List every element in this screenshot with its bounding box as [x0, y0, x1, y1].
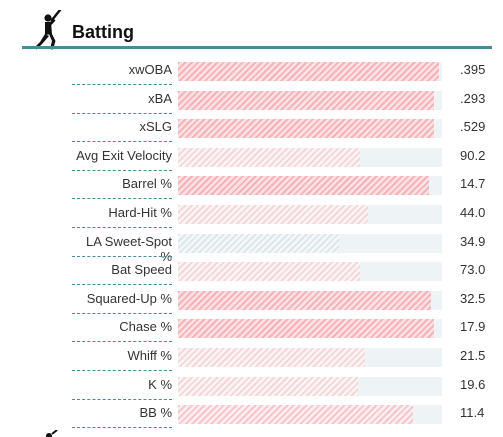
percentile-bar — [178, 290, 431, 310]
stat-label: Bat Speed — [111, 262, 172, 278]
stat-row: Bat Speed 73.0 — [72, 257, 492, 286]
section-title: Batting — [72, 22, 134, 42]
row-divider — [72, 112, 172, 114]
stat-row: LA Sweet-Spot % 34.9 — [72, 229, 492, 264]
percentile-track — [178, 376, 442, 396]
stat-label: K % — [148, 376, 172, 392]
batter-icon — [34, 10, 62, 50]
batter-icon-partial — [46, 430, 58, 437]
stat-value: 34.9 — [460, 233, 486, 249]
row-divider — [72, 284, 172, 286]
percentile-track — [178, 147, 442, 167]
percentile-bar — [178, 176, 429, 196]
row-divider — [72, 198, 172, 200]
percentile-bar — [178, 233, 339, 253]
percentile-bar — [178, 376, 358, 396]
stat-row: xwOBA .395 — [72, 57, 492, 86]
percentile-track — [178, 204, 442, 224]
percentile-track — [178, 90, 442, 110]
row-divider — [72, 341, 172, 343]
percentile-bar — [178, 204, 368, 224]
stat-value: 21.5 — [460, 347, 486, 363]
stat-row: Barrel % 14.7 — [72, 171, 492, 200]
stat-value: 90.2 — [460, 147, 486, 163]
percentile-track — [178, 62, 442, 81]
row-divider — [72, 141, 172, 143]
percentile-track — [178, 405, 442, 425]
row-divider — [72, 427, 172, 429]
stat-row: xBA .293 — [72, 86, 492, 115]
section-header: Batting — [22, 10, 492, 50]
stat-row: K % 19.6 — [72, 372, 492, 401]
stat-row: Whiff % 21.5 — [72, 343, 492, 372]
stat-row: BB % 11.4 — [72, 400, 492, 429]
percentile-bar — [178, 262, 360, 282]
row-divider — [72, 312, 172, 314]
section-divider — [22, 46, 492, 49]
stat-rows: xwOBA .395 xBA .293 xSLG .529 Avg Exit Velocit… — [72, 57, 492, 429]
stat-value: 44.0 — [460, 204, 486, 220]
percentile-track — [178, 319, 442, 339]
stat-label: Avg Exit Velocity — [76, 147, 172, 163]
percentile-bar — [178, 147, 360, 167]
stat-row: xSLG .529 — [72, 114, 492, 143]
percentile-bar — [178, 62, 439, 81]
stat-label: Hard-Hit % — [108, 204, 172, 220]
percentile-track — [178, 347, 442, 367]
stat-label: BB % — [139, 405, 172, 421]
stat-label: Barrel % — [122, 176, 172, 192]
stat-value: 32.5 — [460, 290, 486, 306]
percentile-bar — [178, 119, 434, 139]
percentile-bar — [178, 90, 434, 110]
stat-value: 19.6 — [460, 376, 486, 392]
percentile-track — [178, 119, 442, 139]
row-divider — [72, 84, 172, 85]
stat-row: Squared-Up % 32.5 — [72, 286, 492, 315]
stat-label: Whiff % — [127, 347, 172, 363]
stat-row: Hard-Hit % 44.0 — [72, 200, 492, 229]
percentile-bar — [178, 347, 365, 367]
stat-label: xwOBA — [128, 62, 172, 77]
stat-label: xSLG — [139, 119, 172, 135]
row-divider — [72, 169, 172, 171]
percentile-bar — [178, 319, 434, 339]
stat-label: Squared-Up % — [86, 290, 172, 306]
row-divider — [72, 226, 172, 228]
stat-value: 17.9 — [460, 319, 486, 335]
row-divider — [72, 398, 172, 400]
stat-row: Avg Exit Velocity 90.2 — [72, 143, 492, 172]
stat-value: .529 — [460, 119, 486, 135]
row-divider — [72, 255, 172, 257]
row-divider — [72, 369, 172, 371]
percentile-bar — [178, 405, 413, 425]
percentile-track — [178, 233, 442, 253]
stat-label: xBA — [148, 90, 172, 106]
stat-value: 11.4 — [460, 405, 485, 421]
stat-value: .395 — [460, 62, 486, 77]
stat-label: Chase % — [119, 319, 172, 335]
stat-value: 14.7 — [460, 176, 486, 192]
percentile-track — [178, 262, 442, 282]
percentile-track — [178, 290, 442, 310]
stat-value: 73.0 — [460, 262, 486, 278]
stat-row: Chase % 17.9 — [72, 314, 492, 343]
stat-value: .293 — [460, 90, 486, 106]
percentile-track — [178, 176, 442, 196]
